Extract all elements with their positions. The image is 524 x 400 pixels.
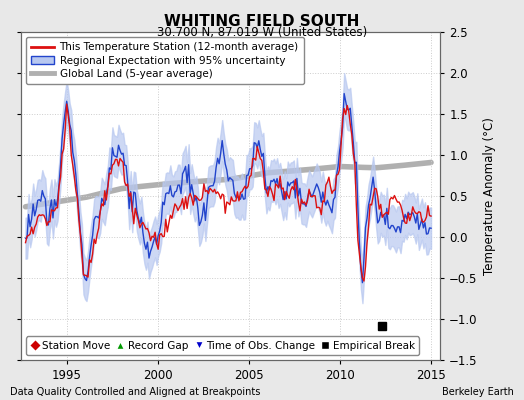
Text: 30.700 N, 87.019 W (United States): 30.700 N, 87.019 W (United States) [157,26,367,39]
Text: Data Quality Controlled and Aligned at Breakpoints: Data Quality Controlled and Aligned at B… [10,387,261,397]
Text: Berkeley Earth: Berkeley Earth [442,387,514,397]
Y-axis label: Temperature Anomaly (°C): Temperature Anomaly (°C) [483,117,496,275]
Legend: Station Move, Record Gap, Time of Obs. Change, Empirical Break: Station Move, Record Gap, Time of Obs. C… [26,336,419,355]
Text: WHITING FIELD SOUTH: WHITING FIELD SOUTH [165,14,359,29]
